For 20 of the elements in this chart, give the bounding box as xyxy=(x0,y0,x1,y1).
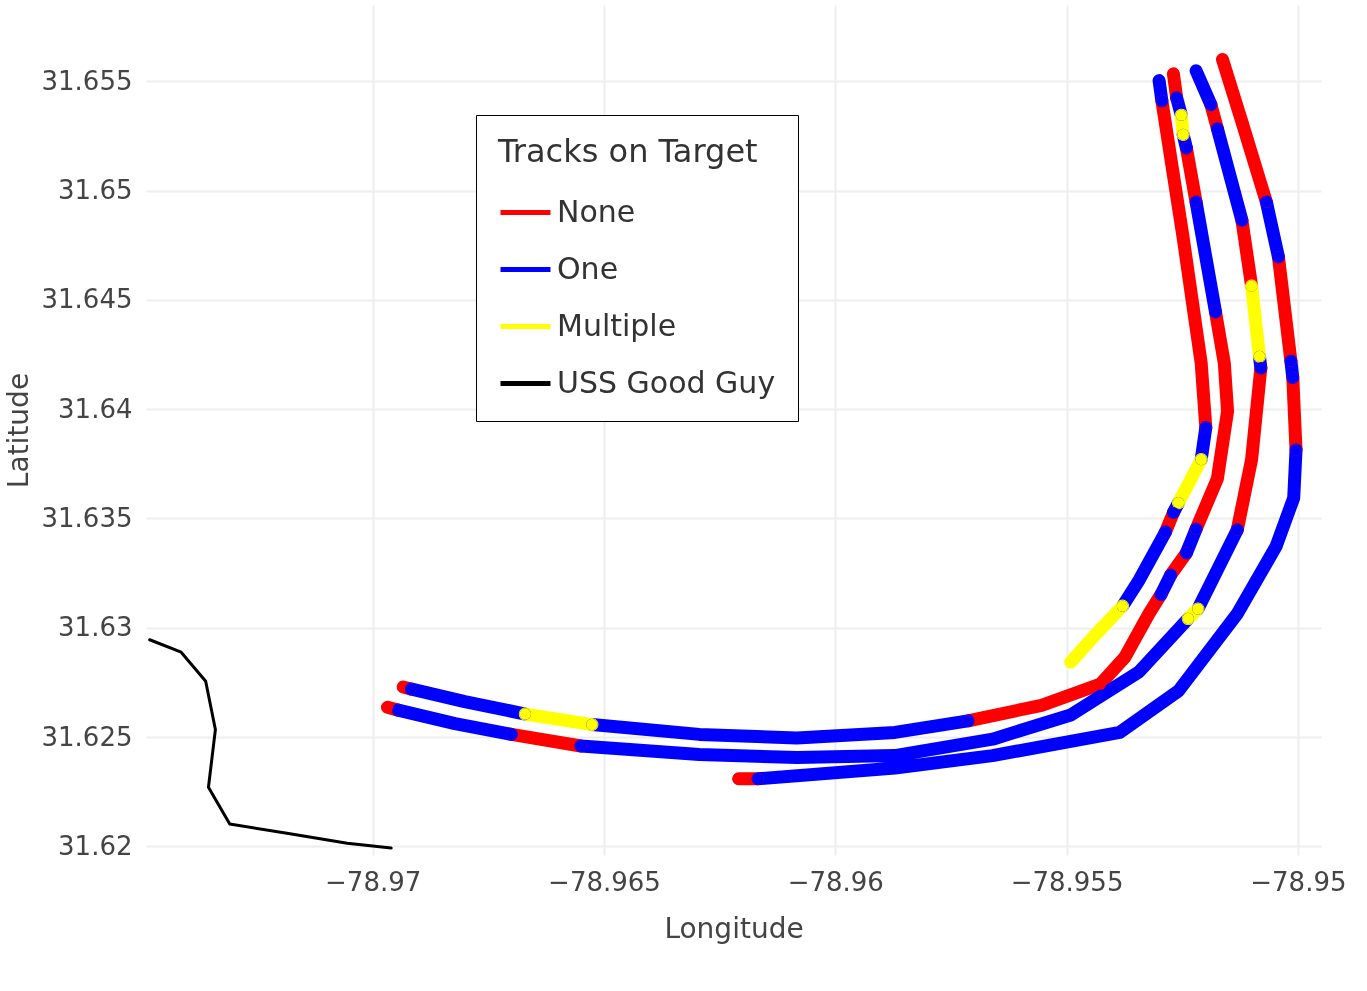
y-tick-label: 31.635 xyxy=(41,503,133,533)
y-tick-label: 31.63 xyxy=(58,612,133,643)
x-tick-label: −78.96 xyxy=(787,866,884,897)
legend-label: One xyxy=(557,250,619,286)
x-tick-label: −78.95 xyxy=(1250,866,1347,897)
legend-title: Tracks on Target xyxy=(497,132,758,170)
legend-label: Multiple xyxy=(557,307,677,343)
x-axis-title: Longitude xyxy=(664,911,804,945)
y-axis-title: Latitude xyxy=(1,372,35,489)
x-tick-label: −78.97 xyxy=(325,866,422,897)
x-tick-label: −78.955 xyxy=(1010,866,1124,897)
y-tick-label: 31.65 xyxy=(58,175,133,206)
y-tick-label: 31.62 xyxy=(58,830,133,861)
x-tick-label: −78.965 xyxy=(548,866,661,897)
y-tick-label: 31.625 xyxy=(41,721,133,752)
legend-label: USS Good Guy xyxy=(557,364,776,400)
y-tick-label: 31.64 xyxy=(58,393,133,424)
legend-label: None xyxy=(557,193,636,229)
y-tick-label: 31.655 xyxy=(41,65,133,96)
y-tick-label: 31.645 xyxy=(41,284,133,315)
